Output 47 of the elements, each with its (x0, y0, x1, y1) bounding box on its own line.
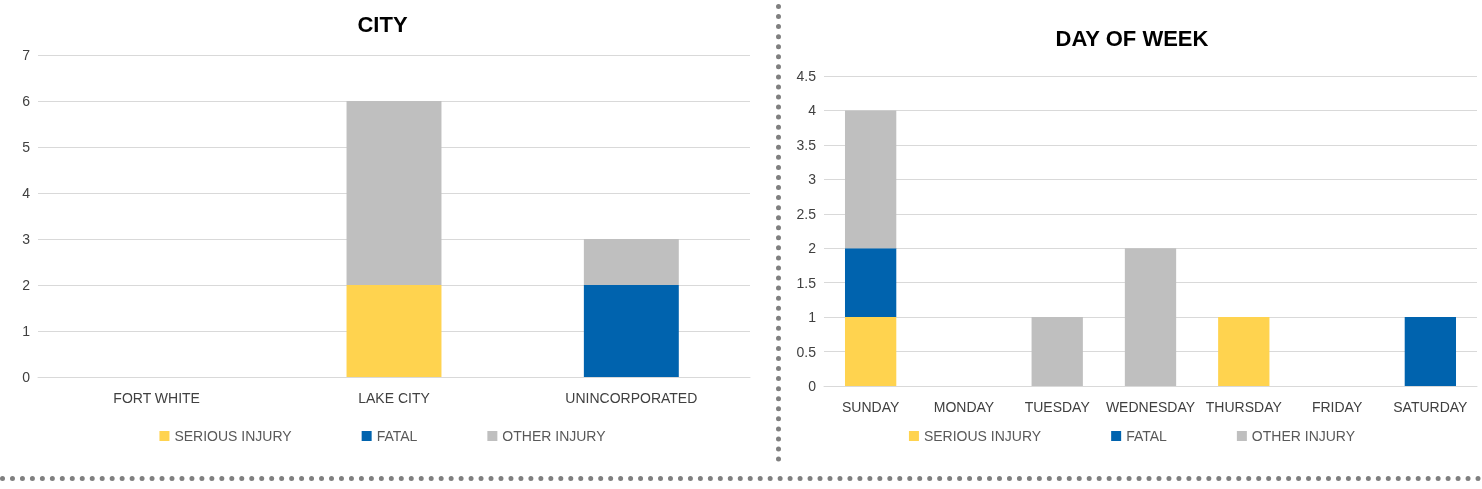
y-tick-label: 0 (808, 378, 817, 394)
chart-title: CITY (357, 11, 408, 37)
y-tick-label: 1 (22, 323, 31, 339)
bar (346, 101, 442, 285)
x-tick-label: SUNDAY (841, 399, 900, 415)
y-tick-label: 7 (22, 47, 31, 63)
bar (583, 239, 679, 285)
legend-label: SERIOUS INJURY (174, 428, 293, 444)
x-tick-label: LAKE CITY (358, 390, 431, 406)
x-tick-label: FORT WHITE (113, 390, 200, 406)
y-tick-label: 0 (22, 369, 31, 385)
y-tick-label: 3.5 (796, 136, 817, 153)
x-tick-label: THURSDAY (1205, 399, 1283, 415)
bar (844, 110, 897, 249)
y-tick-label: 2.5 (796, 205, 817, 222)
bar (1124, 248, 1177, 386)
legend-label: SERIOUS INJURY (923, 428, 1042, 444)
x-tick-label: FRIDAY (1311, 399, 1363, 415)
x-tick-label: SATURDAY (1393, 399, 1469, 415)
bar (1031, 317, 1083, 386)
y-tick-label: 4 (22, 185, 31, 201)
legend-label: OTHER INJURY (502, 428, 607, 444)
y-tick-label: 3 (808, 171, 817, 188)
x-tick-label: MONDAY (933, 399, 995, 415)
legend-label: OTHER INJURY (1251, 428, 1356, 444)
legend-label: FATAL (1126, 428, 1168, 444)
bar (844, 248, 897, 318)
x-tick-label: TUESDAY (1024, 399, 1091, 415)
y-tick-label: 4.5 (796, 68, 817, 84)
y-tick-label: 3 (22, 231, 31, 247)
y-tick-label: 0.5 (796, 343, 817, 360)
x-tick-label: UNINCORPORATED (565, 390, 698, 406)
y-tick-label: 5 (22, 139, 31, 155)
bar (1404, 317, 1457, 386)
y-tick-label: 2 (22, 277, 31, 293)
x-tick-label: WEDNESDAY (1105, 399, 1196, 415)
bar (1218, 317, 1270, 386)
y-tick-label: 2 (808, 240, 817, 257)
bar (346, 285, 442, 377)
bar (844, 317, 897, 386)
chart-title: DAY OF WEEK (1055, 25, 1209, 51)
y-tick-label: 4 (808, 102, 817, 119)
y-tick-label: 1 (808, 309, 817, 326)
bar (583, 285, 679, 377)
y-tick-label: 1.5 (796, 274, 817, 291)
legend-label: FATAL (376, 428, 418, 444)
y-tick-label: 6 (22, 93, 31, 109)
